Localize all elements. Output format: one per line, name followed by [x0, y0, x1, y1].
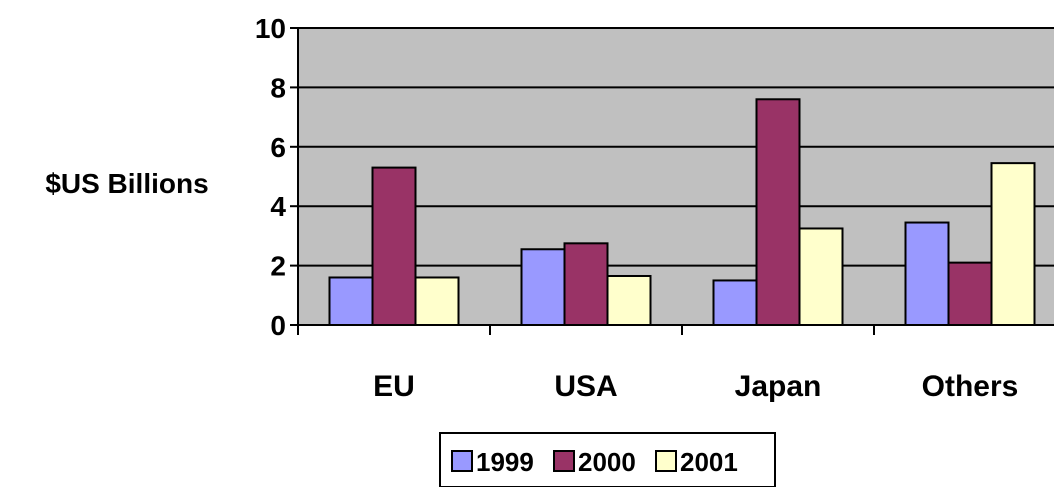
x-tick-label: Japan [735, 370, 822, 403]
x-tick-label: USA [554, 370, 617, 403]
bar-2000-others [947, 261, 993, 327]
legend: 1999 2000 2001 [439, 432, 776, 487]
bar-1999-eu [328, 276, 374, 327]
bar-2000-eu [371, 166, 417, 326]
bar-2001-others [990, 162, 1036, 326]
bar-1999-others [904, 221, 950, 326]
y-tick-label: 6 [270, 132, 286, 163]
gridlines [290, 27, 1054, 326]
bar-2001-japan [798, 227, 844, 327]
legend-label-1999: 1999 [476, 447, 534, 477]
bars [328, 98, 1036, 327]
y-tick-label: 0 [270, 310, 286, 341]
x-tick-labels: EU USA Japan Others [297, 325, 1019, 403]
x-tick-label: Others [922, 370, 1019, 403]
bar-2000-usa [563, 242, 609, 326]
bar-1999-usa [520, 248, 566, 326]
y-axis-title: $US Billions [45, 168, 208, 199]
legend-label-2000: 2000 [578, 447, 636, 477]
y-tick-labels: 0 2 4 6 8 10 [255, 13, 287, 341]
bar-2001-eu [414, 276, 460, 327]
bar-1999-japan [712, 279, 758, 327]
y-tick-label: 4 [270, 191, 286, 222]
bar-2001-usa [606, 274, 652, 326]
legend-label-2001: 2001 [680, 447, 738, 477]
legend-swatch-2000 [553, 450, 575, 472]
y-tick-label: 2 [270, 251, 286, 282]
y-tick-label: 8 [270, 72, 286, 103]
legend-swatch-1999 [451, 450, 473, 472]
x-tick-label: EU [373, 370, 415, 403]
y-tick-label: 10 [255, 13, 286, 44]
legend-swatch-2001 [655, 450, 677, 472]
legend-items: 1999 2000 2001 [451, 447, 738, 477]
legend-box [439, 432, 776, 487]
bar-2000-japan [755, 98, 801, 326]
